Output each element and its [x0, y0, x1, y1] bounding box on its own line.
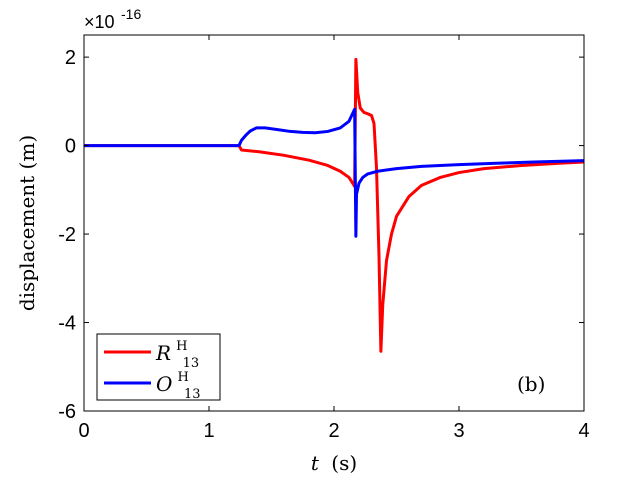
exponent-power: -16 [121, 6, 141, 22]
x-tick-label: 4 [578, 420, 589, 442]
x-tick-label: 0 [78, 420, 89, 442]
x-axis-label-unit: (s) [331, 451, 357, 475]
y-tick-label: -2 [58, 224, 76, 246]
legend-r13-main: R [155, 341, 171, 365]
x-axis-label-var: t [311, 451, 320, 475]
legend-box [96, 333, 221, 401]
series-line-r13 [84, 57, 585, 353]
exponent-base: ×10 [84, 12, 115, 32]
series-layer [84, 57, 585, 353]
legend: R H 13 O H 13 [96, 333, 221, 402]
x-tick-label: 2 [328, 420, 339, 442]
y-axis-label: displacement (m) [15, 135, 39, 311]
legend-o13-sup: H [178, 370, 189, 385]
x-tick-label: 3 [453, 420, 464, 442]
series-line-o13 [84, 107, 585, 238]
x-axis-label: t (s) [311, 451, 357, 475]
legend-o13-main: O [156, 372, 172, 396]
y-tick-label: -4 [58, 313, 76, 335]
x-tick-label: 1 [203, 420, 214, 442]
panel-label: (b) [517, 372, 545, 396]
y-tick-label: 0 [65, 136, 76, 158]
legend-entry-r13: R H 13 [155, 335, 199, 371]
ticks-layer: 0 1 2 3 4 -6 -4 -2 0 2 [58, 35, 590, 442]
legend-r13-sup: H [176, 339, 187, 354]
legend-r13-sub: 13 [183, 356, 200, 371]
y-tick-label: 2 [65, 47, 76, 69]
y-tick-label: -6 [58, 401, 76, 423]
legend-o13-sub: 13 [184, 387, 201, 402]
legend-entry-o13: O H 13 [156, 366, 200, 402]
